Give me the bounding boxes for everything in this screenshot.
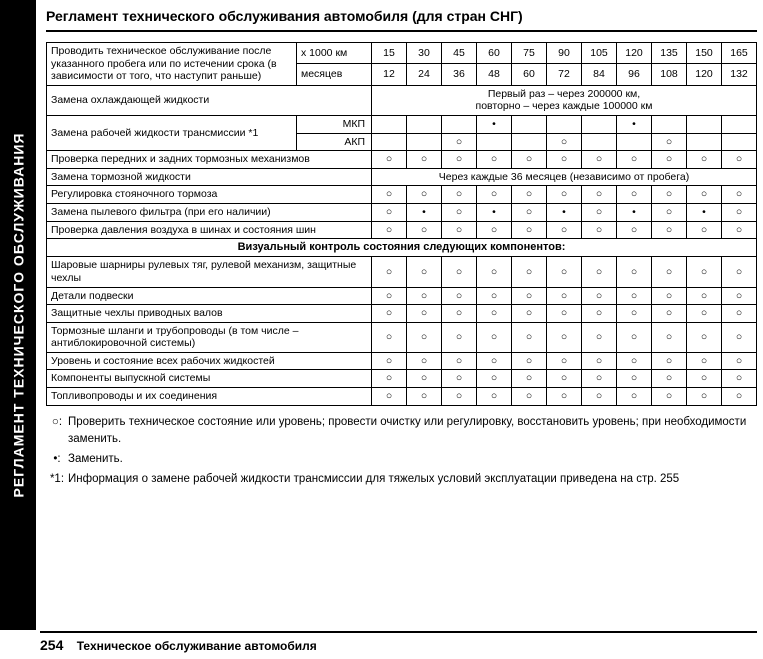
sidebar-title: РЕГЛАМЕНТ ТЕХНИЧЕСКОГО ОБСЛУЖИВАНИЯ: [10, 133, 26, 498]
footer-rule: [40, 631, 757, 633]
sidebar-tab: РЕГЛАМЕНТ ТЕХНИЧЕСКОГО ОБСЛУЖИВАНИЯ: [0, 0, 36, 630]
page-number: 254: [40, 637, 63, 653]
footer: 254 Техническое обслуживание автомобиля: [40, 637, 317, 653]
footer-text: Техническое обслуживание автомобиля: [77, 639, 317, 653]
maintenance-table: Проводить техническое обслуживание после…: [46, 42, 757, 406]
legend-note1: *1: Информация о замене рабочей жидкости…: [46, 471, 757, 488]
page-title: Регламент технического обслуживания авто…: [46, 4, 757, 32]
legend-dot: •: Заменить.: [46, 451, 757, 468]
legend-circle: ○: Проверить техническое состояние или у…: [46, 414, 757, 449]
page-content: Регламент технического обслуживания авто…: [40, 0, 763, 489]
legend: ○: Проверить техническое состояние или у…: [46, 414, 757, 489]
